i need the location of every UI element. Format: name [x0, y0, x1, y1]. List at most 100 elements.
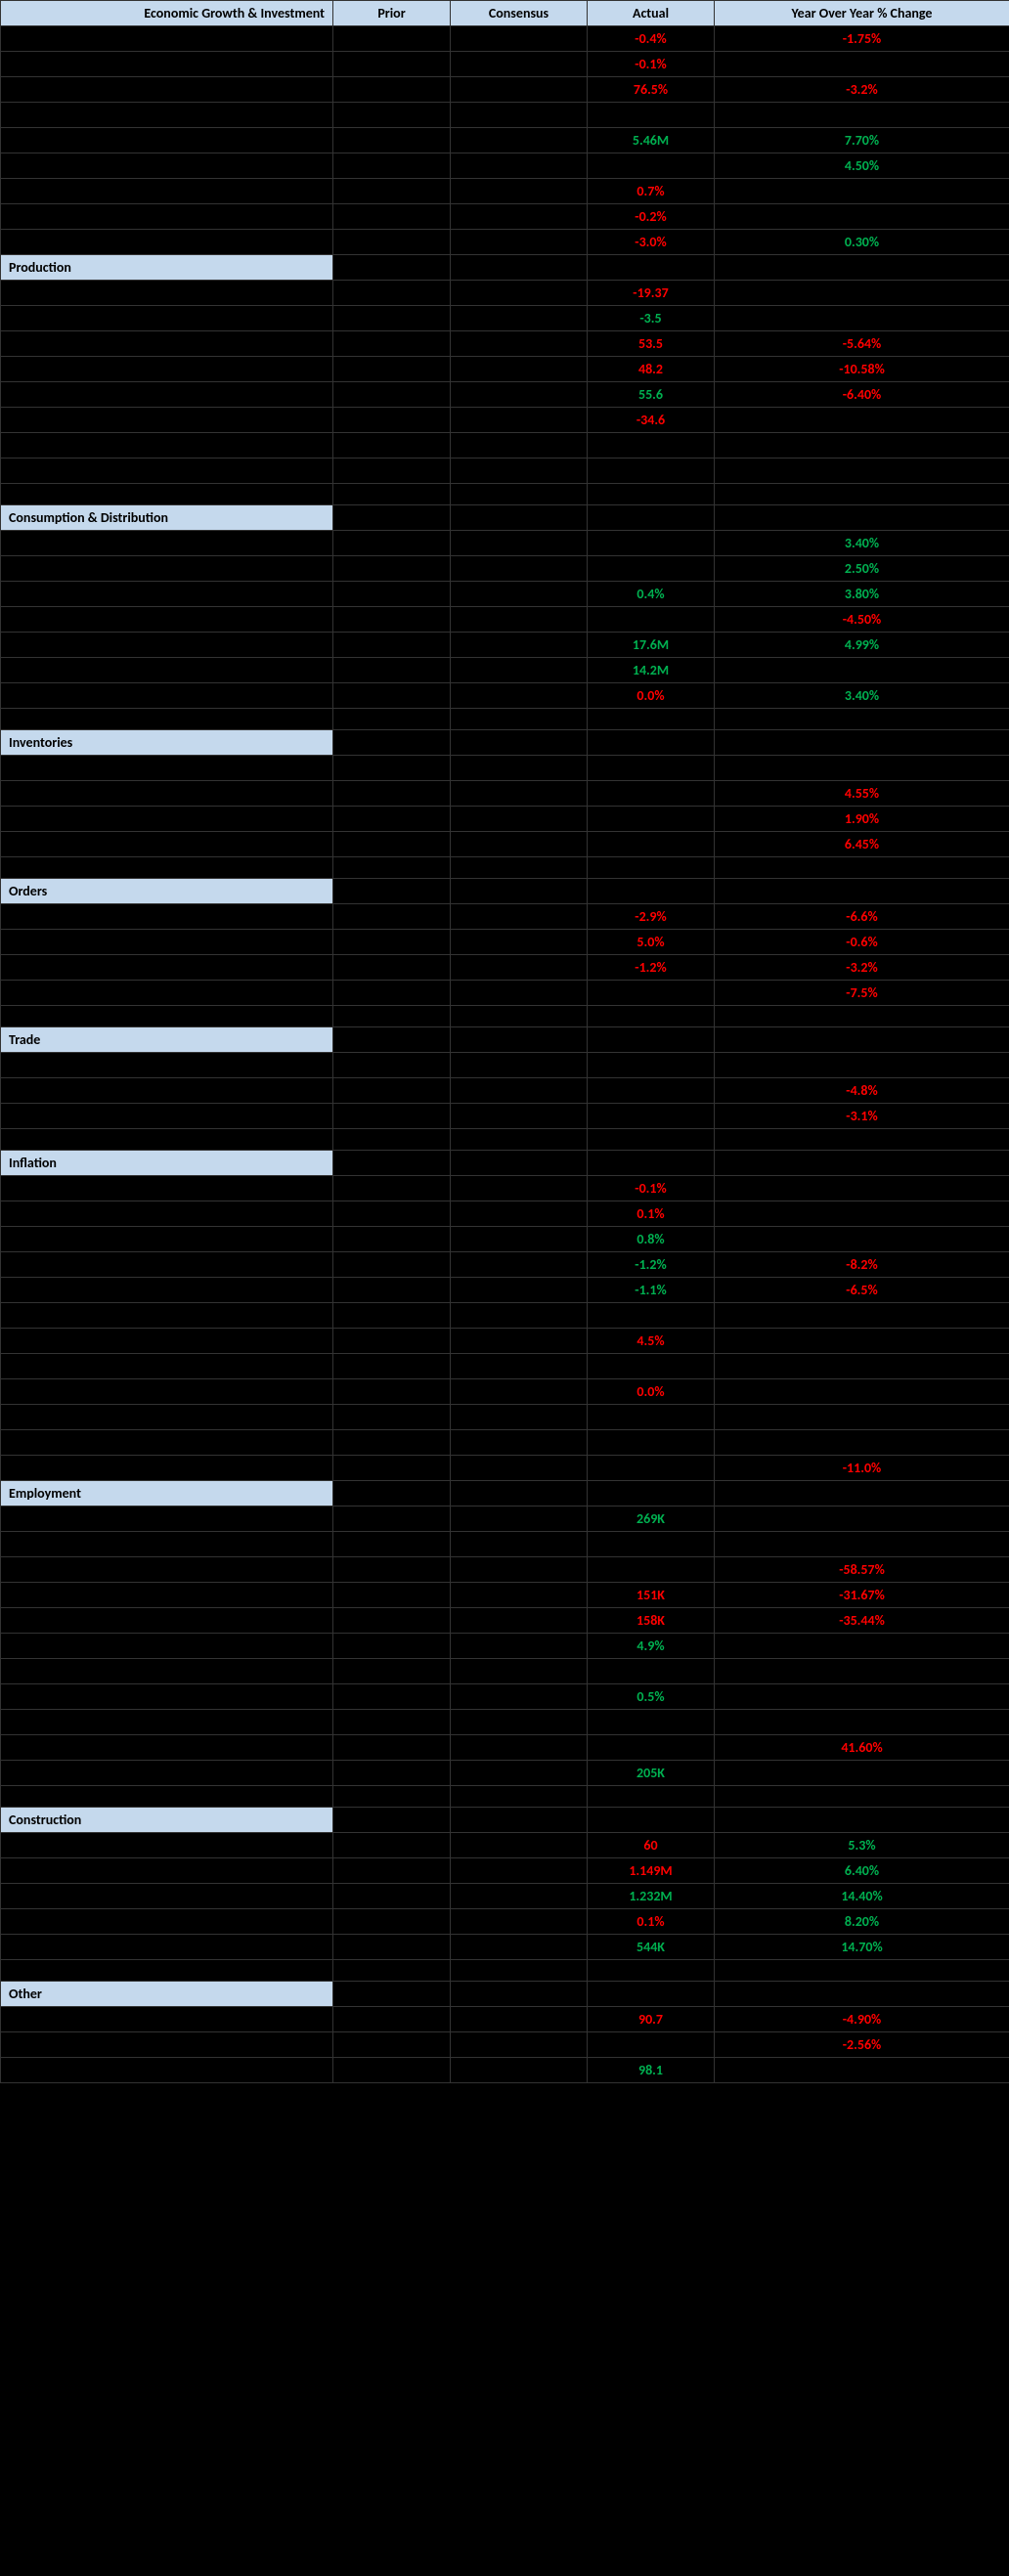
c-prior-cell [333, 1808, 451, 1833]
c-act-cell [588, 607, 715, 633]
c-prior-cell [333, 1481, 451, 1506]
row-label: ADP Non-Farm Employment [1, 1735, 333, 1761]
c-act-cell [588, 1027, 715, 1053]
section-header: Other [1, 1982, 333, 2007]
c-cons-cell: -0.2% [451, 531, 588, 556]
c-prior-cell [333, 1027, 451, 1053]
c-yoy-cell [715, 52, 1009, 77]
c-cons-cell: 0.6% [451, 1430, 588, 1456]
c-yoy-cell: 4.50% [715, 153, 1009, 179]
c-prior-cell [333, 1583, 451, 1608]
c-yoy-cell: 5.3% [715, 1833, 1009, 1858]
row-label: Challenger Job-Cut Report [1, 1557, 333, 1583]
c-cons-cell [451, 879, 588, 904]
c-yoy-cell: -11.0% [715, 1456, 1009, 1481]
row-label: Markit Composite PMI US [1, 204, 333, 230]
row-label: BLS JOLTS Report [1, 1532, 333, 1557]
c-yoy-cell: 1.90% [715, 807, 1009, 832]
c-cons-cell [451, 832, 588, 857]
c-prior-cell [333, 1982, 451, 2007]
c-prior-cell: 0.6% [333, 1227, 451, 1252]
section-header: Inventories [1, 730, 333, 756]
c-yoy-cell [715, 1532, 1009, 1557]
row-label: CPI [1, 1176, 333, 1201]
row-label: Trade Balance [1, 1053, 333, 1078]
c-prior-cell: 0.1% [333, 556, 451, 582]
c-yoy-cell [715, 505, 1009, 531]
c-cons-cell: -0.1% [451, 1354, 588, 1379]
c-yoy-cell [715, 281, 1009, 306]
c-act-cell: -1.2% [588, 1252, 715, 1278]
c-prior-cell [333, 1608, 451, 1634]
c-cons-cell [451, 382, 588, 408]
c-prior-cell: -0.0% [333, 930, 451, 955]
c-act-cell: -0.1% [588, 1176, 715, 1201]
c-yoy-cell: 3.40% [715, 531, 1009, 556]
c-act-cell: 34.6Hrs [588, 1710, 715, 1735]
c-act-cell: -0.1% [588, 52, 715, 77]
c-yoy-cell [715, 433, 1009, 458]
c-yoy-cell [715, 484, 1009, 505]
row-label: SAAR Vehicle Sales [1, 633, 333, 658]
c-cons-cell [451, 1379, 588, 1405]
c-act-cell: -3.5 [588, 306, 715, 331]
c-prior-cell: 0.8% [333, 1405, 451, 1430]
c-prior-cell [333, 879, 451, 904]
row-label: Export Prices [1, 1278, 333, 1303]
row-label: Cap. Utilization [1, 77, 333, 103]
c-act-cell: -0.2% [588, 204, 715, 230]
c-act-cell [588, 484, 715, 505]
row-label: Avg Workweek [1, 1710, 333, 1735]
c-act-cell: -34.6 [588, 408, 715, 433]
c-yoy-cell: 6.40% [715, 1858, 1009, 1884]
c-cons-cell: 0.3% [451, 1684, 588, 1710]
c-act-cell: 0.1% [588, 1909, 715, 1935]
row-label: Non-Farm Payrolls [1, 1583, 333, 1608]
c-cons-cell: 0.2% [451, 179, 588, 204]
c-yoy-cell: 3.80% [715, 582, 1009, 607]
c-prior-cell [333, 2058, 451, 2083]
c-yoy-cell [715, 306, 1009, 331]
c-act-cell: 1.31 [588, 832, 715, 857]
row-label: Import Prices [1, 1252, 333, 1278]
c-yoy-cell: 6.45% [715, 832, 1009, 857]
c-cons-cell [451, 433, 588, 458]
c-cons-cell [451, 1027, 588, 1053]
c-act-cell [588, 879, 715, 904]
c-act-cell: 55.6 [588, 382, 715, 408]
c-act-cell: 213K [588, 1735, 715, 1761]
c-yoy-cell [715, 255, 1009, 281]
c-act-cell [588, 1151, 715, 1176]
c-yoy-cell: -4.6% [715, 1506, 1009, 1532]
row-label: ISM Manufacturing Index [1, 357, 333, 382]
c-prior-cell [333, 1151, 451, 1176]
c-yoy-cell [715, 103, 1009, 128]
c-yoy-cell [715, 756, 1009, 781]
c-cons-cell [451, 1761, 588, 1786]
c-cons-cell: -2.9% [451, 904, 588, 930]
c-yoy-cell [715, 204, 1009, 230]
section-header: Inflation [1, 1151, 333, 1176]
c-yoy-cell: -3.2% [715, 955, 1009, 981]
c-yoy-cell: -4.8% [715, 1078, 1009, 1104]
row-label: Avg Hourly Earns [1, 1684, 333, 1710]
row-label: M2 Money Stock [1, 52, 333, 77]
c-cons-cell [451, 857, 588, 879]
row-label [1, 1006, 333, 1027]
c-act-cell: 1.40 [588, 781, 715, 807]
c-act-cell: 205K [588, 1761, 715, 1786]
c-yoy-cell: -3.1% [715, 1104, 1009, 1129]
c-act-cell: 0.0% [588, 1379, 715, 1405]
c-prior-cell: 267K [333, 1735, 451, 1761]
c-yoy-cell [715, 1006, 1009, 1027]
row-label [1, 1786, 333, 1808]
row-label: Real Avg Weekly Earnings [1, 1303, 333, 1329]
c-cons-cell: 0.6% [451, 1909, 588, 1935]
c-act-cell [588, 1481, 715, 1506]
row-label: Business Inventory [1, 756, 333, 781]
row-label: NFIB Small Bus Optimism Idx [1, 2032, 333, 2058]
row-label: Chicago Fed Nat Activity [1, 26, 333, 52]
c-prior-cell: -16.6 [333, 281, 451, 306]
c-act-cell: -0.9% [588, 1078, 715, 1104]
c-cons-cell [451, 505, 588, 531]
